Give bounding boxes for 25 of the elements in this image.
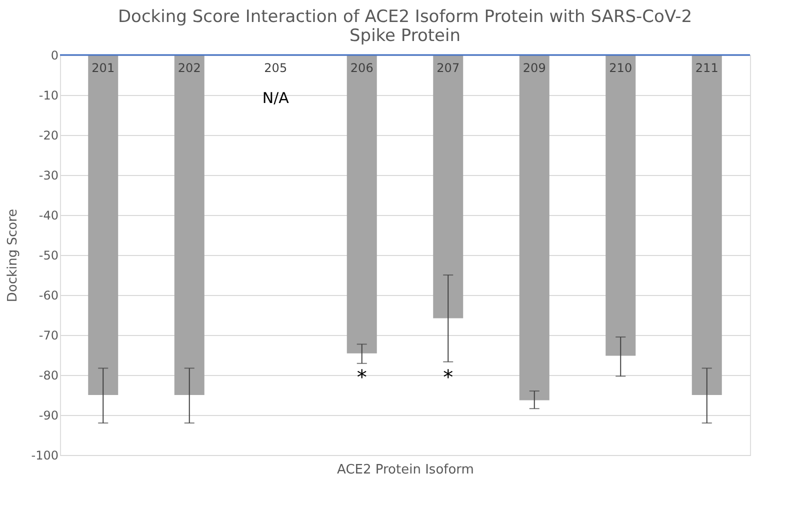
y-tick-label: -40 (38, 208, 58, 222)
y-tick-label: -20 (38, 128, 58, 142)
y-axis-title: Docking Score (5, 208, 20, 302)
y-tick-label: -80 (38, 368, 58, 382)
y-tick-label: -100 (31, 448, 58, 462)
y-tick-label: 0 (50, 48, 58, 62)
x-tick-label: 210 (609, 61, 632, 75)
annotation: * (443, 365, 454, 389)
x-tick-label: 201 (92, 61, 115, 75)
annotation: N/A (262, 89, 290, 107)
y-tick-label: -70 (38, 328, 58, 342)
y-tick-label: -10 (38, 88, 58, 102)
y-tick-label: -60 (38, 288, 58, 302)
x-tick-label: 206 (350, 61, 374, 75)
x-tick-label: 202 (178, 61, 201, 75)
annotation: * (356, 365, 367, 389)
x-tick-label: 211 (695, 61, 718, 75)
x-tick-label: 209 (522, 61, 546, 75)
y-tick-label: -90 (38, 408, 58, 422)
y-tick-label: -50 (38, 248, 58, 262)
x-axis-title: ACE2 Protein Isoform (337, 462, 474, 478)
x-tick-label: 205 (264, 61, 288, 75)
x-tick-label: 207 (436, 61, 460, 75)
y-tick-label: -30 (38, 168, 58, 182)
chart-title: Docking Score Interaction of ACE2 Isoform Protein with SARS-CoV-2 Spike Protein (118, 7, 692, 46)
